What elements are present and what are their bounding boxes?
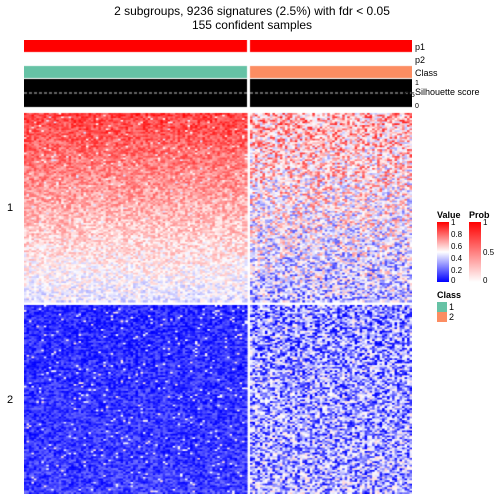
ann-label-sil: Silhouette score <box>415 88 480 96</box>
legend-prob-tick: 0.5 <box>483 249 494 257</box>
row-labels: 1 2 <box>0 40 22 494</box>
legend-prob-tick: 0 <box>483 277 487 285</box>
legend-class-item: 1 <box>437 302 502 312</box>
page-subtitle: 155 confident samples <box>0 18 504 36</box>
legend-class-item: 2 <box>437 312 502 322</box>
legend-prob-bar <box>469 222 481 282</box>
legend-value-ticks: 1 0.8 0.6 0.4 0.2 0 <box>449 222 467 282</box>
row-label-1: 1 <box>0 202 20 214</box>
heatmap-canvas <box>24 40 412 494</box>
legend-value-tick: 0 <box>451 277 455 285</box>
legend-prob: Prob 1 0.5 0 <box>469 210 499 282</box>
page-title: 2 subgroups, 9236 signatures (2.5%) with… <box>0 0 504 18</box>
ann-label-p1: p1 <box>415 43 425 52</box>
ann-tick-1: 1 <box>415 80 419 87</box>
legend-value-tick: 0.8 <box>451 231 462 239</box>
legend-class-title: Class <box>437 290 502 300</box>
ann-label-class: Class <box>415 69 438 78</box>
legend-value-bar <box>437 222 449 282</box>
legend-prob-tick: 1 <box>483 219 487 227</box>
legend-area: Value 1 0.8 0.6 0.4 0.2 0 Prob <box>437 210 502 330</box>
legend-value-tick: 1 <box>451 219 455 227</box>
legend-value-prob: Value 1 0.8 0.6 0.4 0.2 0 Prob <box>437 210 502 282</box>
legend-prob-ticks: 1 0.5 0 <box>481 222 499 282</box>
legend-value-tick: 0.2 <box>451 267 462 275</box>
ann-tick-05: 0.5 <box>405 92 415 99</box>
plot-area <box>24 40 434 494</box>
legend-value-tick: 0.4 <box>451 255 462 263</box>
legend-value-tick: 0.6 <box>451 243 462 251</box>
row-label-2: 2 <box>0 394 20 406</box>
ann-tick-0: 0 <box>415 103 419 110</box>
ann-label-p2: p2 <box>415 56 425 65</box>
legend-class: Class 12 <box>437 290 502 322</box>
legend-value: Value 1 0.8 0.6 0.4 0.2 0 <box>437 210 467 282</box>
